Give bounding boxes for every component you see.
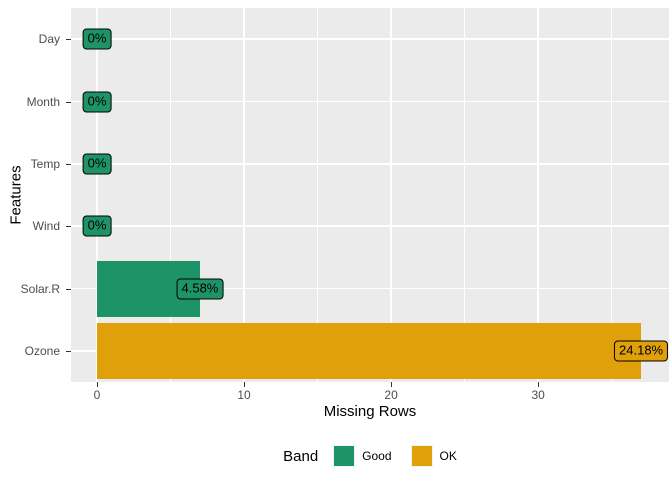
y-tick-mark xyxy=(66,39,71,41)
gridline-major xyxy=(71,38,669,40)
x-tick-mark xyxy=(97,382,99,387)
y-tick-label: Ozone xyxy=(24,343,60,358)
legend-entries: Good OK xyxy=(328,445,457,467)
x-tick-label: 20 xyxy=(384,388,398,402)
y-tick-label: Temp xyxy=(30,156,60,171)
legend-entry-good: Good xyxy=(333,445,392,467)
legend-label: OK xyxy=(439,449,457,463)
y-tick-mark xyxy=(66,101,71,103)
x-tick-mark xyxy=(538,382,540,387)
legend-entry-ok: OK xyxy=(410,445,457,467)
y-axis-title: Features xyxy=(7,165,25,225)
gridline-major xyxy=(537,8,539,382)
plot-panel: 0% 0% 0% 0% 4.58% 24.18% xyxy=(71,8,669,382)
x-tick-label: 30 xyxy=(531,388,545,402)
bar-value-label: 0% xyxy=(82,215,112,237)
legend-swatch-good xyxy=(333,445,356,467)
legend: Band Good OK xyxy=(71,441,669,471)
y-tick-label: Wind xyxy=(32,219,60,234)
x-tick-label: 10 xyxy=(237,388,251,402)
y-tick-mark xyxy=(66,163,71,165)
gridline-major xyxy=(71,225,669,227)
gridline-minor xyxy=(464,8,465,382)
bar-value-label: 0% xyxy=(82,153,112,175)
gridline-minor xyxy=(317,8,318,382)
gridline-major xyxy=(71,163,669,165)
gridline-major xyxy=(390,8,392,382)
bar-value-label: 4.58% xyxy=(176,278,224,299)
x-tick-mark xyxy=(391,382,393,387)
x-tick-label: 0 xyxy=(93,388,101,402)
legend-title: Band xyxy=(283,447,319,465)
y-tick-label: Solar.R xyxy=(20,281,60,296)
y-tick-mark xyxy=(66,288,71,290)
bar-value-label: 0% xyxy=(82,91,112,112)
x-axis-title: Missing Rows xyxy=(323,403,417,420)
y-tick-mark xyxy=(66,226,71,228)
gridline-major xyxy=(96,8,98,382)
gridline-major xyxy=(71,287,669,290)
gridline-major xyxy=(71,100,669,103)
bar-ozone xyxy=(97,322,642,379)
gridline-minor xyxy=(611,8,613,382)
gridline-major xyxy=(243,8,245,382)
gridline-minor xyxy=(170,8,171,382)
y-tick-label: Day xyxy=(38,32,60,47)
bar-value-label: 24.18% xyxy=(614,340,669,362)
bar-value-label: 0% xyxy=(82,28,112,50)
y-tick-label: Month xyxy=(26,94,60,109)
legend-label: Good xyxy=(362,449,392,463)
x-tick-mark xyxy=(244,382,246,387)
y-tick-mark xyxy=(66,350,71,352)
legend-swatch-ok xyxy=(410,445,433,467)
